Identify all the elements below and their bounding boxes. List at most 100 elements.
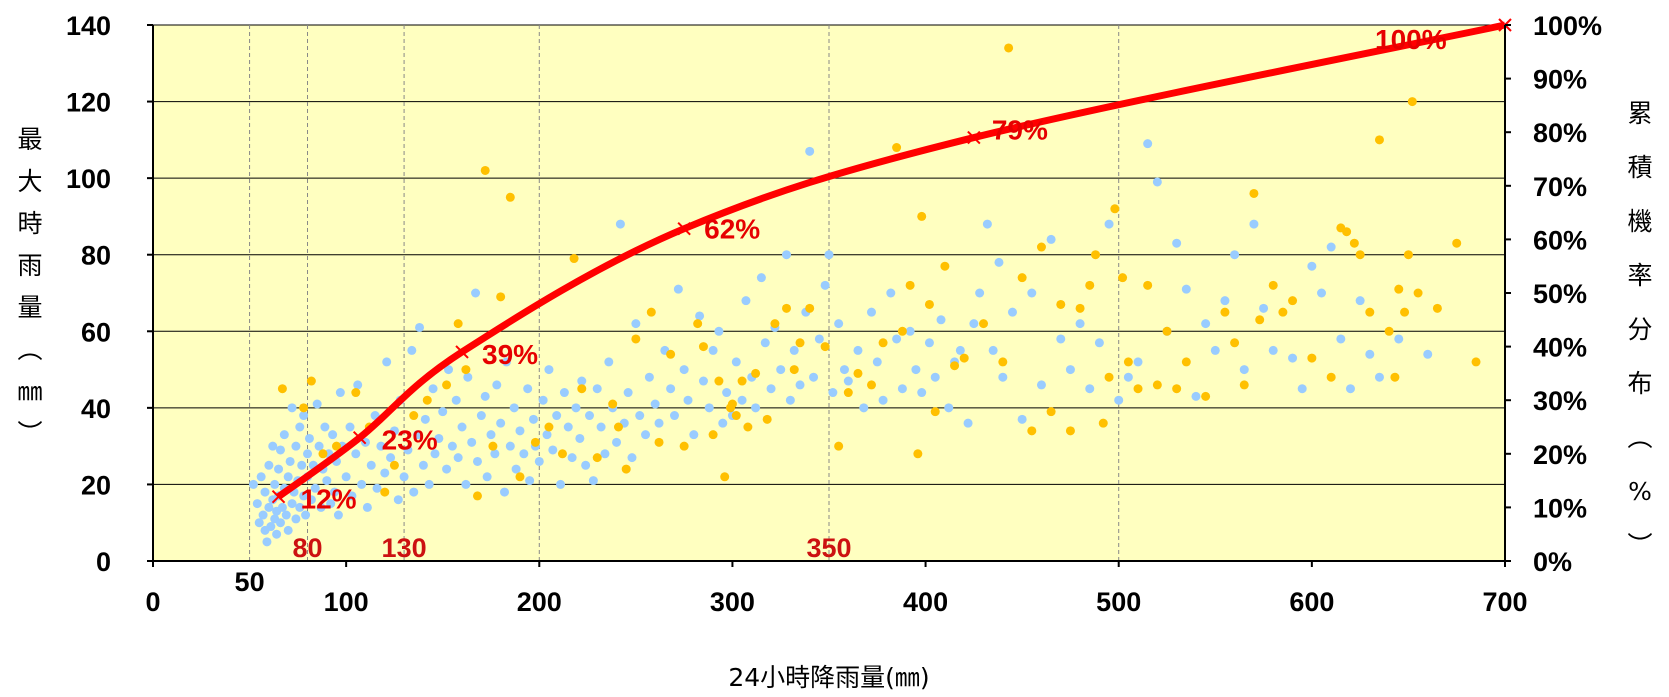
data-point — [905, 280, 915, 290]
curve-data-label: 23% — [382, 425, 438, 456]
data-point — [1162, 326, 1172, 336]
data-point — [1394, 334, 1404, 344]
data-point — [944, 403, 954, 413]
curve-data-label: 39% — [482, 339, 538, 370]
data-point — [673, 284, 683, 294]
data-point — [1123, 372, 1133, 382]
data-point — [936, 315, 946, 325]
y-title-right-char: 累 — [1627, 99, 1652, 128]
data-point — [741, 296, 751, 306]
data-point — [911, 365, 921, 375]
data-point — [1374, 372, 1384, 382]
data-point — [596, 422, 606, 432]
data-point — [1407, 97, 1417, 107]
data-point — [955, 345, 965, 355]
data-point — [413, 430, 423, 440]
data-point — [1110, 204, 1120, 214]
data-point — [254, 518, 264, 528]
data-point — [924, 299, 934, 309]
data-point — [264, 502, 274, 512]
data-point — [994, 257, 1004, 267]
data-point — [447, 441, 457, 451]
y-tick-label-left: 60 — [81, 317, 111, 347]
data-point — [333, 510, 343, 520]
data-point — [461, 479, 471, 489]
data-point — [1326, 372, 1336, 382]
data-point — [409, 487, 419, 497]
y-tick-label-left: 140 — [66, 11, 111, 41]
reference-line-label: 350 — [806, 533, 851, 563]
data-point — [866, 380, 876, 390]
data-point — [1046, 407, 1056, 417]
data-point — [621, 464, 631, 474]
data-point — [751, 368, 761, 378]
data-point — [905, 326, 915, 336]
data-point — [785, 395, 795, 405]
data-point — [422, 395, 432, 405]
x-tick-label: 600 — [1289, 587, 1334, 617]
data-point — [824, 250, 834, 260]
data-point — [376, 441, 386, 451]
data-point — [897, 384, 907, 394]
data-point — [389, 460, 399, 470]
y-title-left-char: 量 — [17, 293, 42, 322]
data-point — [316, 502, 326, 512]
data-point — [577, 384, 587, 394]
data-point — [604, 357, 614, 367]
data-point — [505, 441, 515, 451]
data-point — [1452, 238, 1462, 248]
data-point — [1471, 357, 1481, 367]
data-point — [1036, 242, 1046, 252]
data-point — [451, 395, 461, 405]
data-point — [635, 411, 645, 421]
data-point — [571, 403, 581, 413]
data-point — [878, 395, 888, 405]
curve-marker — [967, 130, 981, 145]
data-point — [1249, 188, 1259, 198]
y-tick-label-left: 0 — [96, 547, 111, 577]
data-point — [1307, 353, 1317, 363]
data-point — [809, 372, 819, 382]
data-point — [843, 376, 853, 386]
data-point — [1268, 345, 1278, 355]
data-point — [731, 411, 741, 421]
data-point — [982, 219, 992, 229]
data-point — [641, 430, 651, 440]
x-tick-label: 100 — [324, 587, 369, 617]
data-point — [287, 403, 297, 413]
data-point — [563, 422, 573, 432]
data-point — [689, 430, 699, 440]
reference-line-label: 80 — [292, 533, 322, 563]
y-title-right-char: 布 — [1627, 369, 1652, 398]
data-point — [310, 483, 320, 493]
data-point — [351, 388, 361, 398]
data-point — [428, 384, 438, 394]
y-title-left-char: ︵ — [17, 335, 42, 364]
data-point — [766, 384, 776, 394]
data-point — [698, 376, 708, 386]
data-point — [731, 357, 741, 367]
data-point — [270, 479, 280, 489]
data-point — [380, 468, 390, 478]
data-point — [878, 338, 888, 348]
data-point — [326, 499, 336, 509]
data-point — [608, 399, 618, 409]
data-point — [743, 422, 753, 432]
data-point — [275, 445, 285, 455]
data-point — [407, 345, 417, 355]
data-point — [666, 349, 676, 359]
data-point — [1104, 219, 1114, 229]
data-point — [1065, 426, 1075, 436]
data-point — [559, 388, 569, 398]
data-point — [1255, 315, 1265, 325]
data-point — [795, 380, 805, 390]
data-point — [303, 449, 313, 459]
data-point — [859, 403, 869, 413]
data-point — [1007, 307, 1017, 317]
data-point — [418, 460, 428, 470]
data-point — [382, 357, 392, 367]
data-point — [1297, 384, 1307, 394]
data-point — [1278, 307, 1288, 317]
data-point — [1403, 250, 1413, 260]
data-point — [805, 303, 815, 313]
